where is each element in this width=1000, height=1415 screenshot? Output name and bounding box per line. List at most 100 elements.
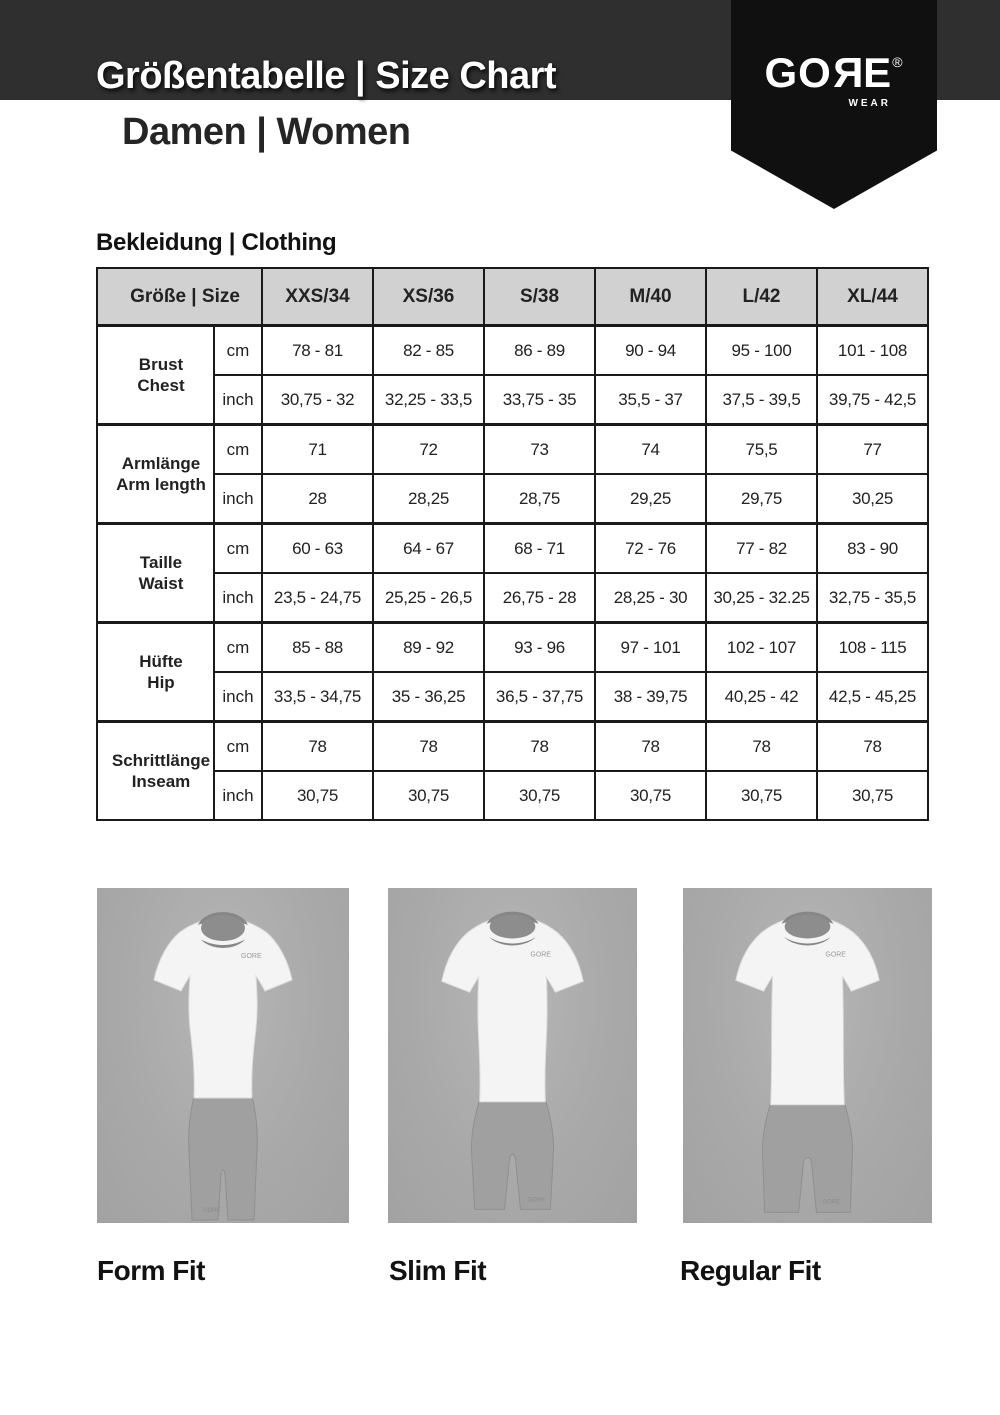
- value-cell: 35 - 36,25: [372, 671, 485, 723]
- fit-label-slim: Slim Fit: [389, 1255, 487, 1286]
- gore-wear-logo-badge: GORE® WEAR: [731, 0, 937, 209]
- measure-label-en: Arm length: [116, 475, 206, 494]
- value-cell: 42,5 - 45,25: [816, 671, 929, 723]
- value-cell: 32,25 - 33,5: [372, 374, 485, 426]
- logo-text-right: E: [863, 49, 893, 96]
- measure-label-chest: Brust Chest: [96, 324, 215, 426]
- value-cell: 101 - 108: [816, 324, 929, 376]
- value-cell: 25,25 - 26,5: [372, 572, 485, 624]
- value-cell: 93 - 96: [483, 621, 596, 673]
- value-cell: 77 - 82: [705, 522, 818, 574]
- fit-panel-slim: GORE GORE: [388, 888, 637, 1223]
- measure-label-en: Hip: [147, 673, 175, 692]
- value-cell: 30,25: [816, 473, 929, 525]
- measure-label-arm-length: Armlänge Arm length: [96, 423, 215, 525]
- logo-text-left: GO: [764, 49, 832, 96]
- value-cell: 32,75 - 35,5: [816, 572, 929, 624]
- measure-label-inseam: Schrittlänge Inseam: [96, 720, 215, 821]
- fit-label-regular: Regular Fit: [680, 1255, 821, 1286]
- value-cell: 28,25 - 30: [594, 572, 707, 624]
- value-cell: 78 - 81: [261, 324, 374, 376]
- size-col-header: L/42: [705, 267, 818, 327]
- table-row: Armlänge Arm length cm 71 72 73 74 75,5 …: [96, 423, 929, 525]
- value-cell: 68 - 71: [483, 522, 596, 574]
- value-cell: 26,75 - 28: [483, 572, 596, 624]
- fit-label-form: Form Fit: [97, 1255, 206, 1286]
- size-table: Größe | Size XXS/34 XS/36 S/38 M/40 L/42…: [96, 267, 929, 821]
- size-col-header: S/38: [483, 267, 596, 327]
- table-row: inch 28 28,25 28,75 29,25 29,75 30,25: [97, 473, 929, 525]
- measure-label-de: Armlänge: [121, 453, 201, 473]
- page-title: Größentabelle | Size Chart: [96, 55, 557, 97]
- fit-figure-form-fit: GORE GORE: [153, 912, 293, 1221]
- value-cell: 40,25 - 42: [705, 671, 818, 723]
- unit-cell: inch: [213, 572, 263, 624]
- size-col-header: XXS/34: [261, 267, 374, 327]
- unit-cell: inch: [213, 473, 263, 525]
- unit-cell: cm: [213, 621, 263, 673]
- measure-label-en: Inseam: [131, 772, 191, 791]
- garment-chest-logo: GORE: [241, 953, 262, 960]
- registered-trademark-icon: ®: [892, 54, 904, 70]
- size-table-header-row: Größe | Size XXS/34 XS/36 S/38 M/40 L/42…: [96, 267, 929, 327]
- value-cell: 33,75 - 35: [483, 374, 596, 426]
- unit-cell: cm: [213, 522, 263, 574]
- value-cell: 30,75: [261, 770, 374, 821]
- value-cell: 72 - 76: [594, 522, 707, 574]
- measure-label-en: Chest: [137, 376, 185, 395]
- table-row: inch 30,75 - 32 32,25 - 33,5 33,75 - 35 …: [97, 374, 929, 426]
- measure-label-de: Hüfte: [139, 651, 183, 671]
- value-cell: 23,5 - 24,75: [261, 572, 374, 624]
- logo-wordmark: GORE®: [731, 49, 937, 96]
- gore-wear-logo: GORE® WEAR: [731, 49, 937, 109]
- value-cell: 97 - 101: [594, 621, 707, 673]
- value-cell: 83 - 90: [816, 522, 929, 574]
- value-cell: 90 - 94: [594, 324, 707, 376]
- size-col-header: M/40: [594, 267, 707, 327]
- unit-cell: inch: [213, 374, 263, 426]
- value-cell: 36,5 - 37,75: [483, 671, 596, 723]
- size-table-corner-label: Größe | Size: [96, 267, 263, 327]
- garment-shorts-logo: GORE: [527, 1197, 545, 1203]
- value-cell: 102 - 107: [705, 621, 818, 673]
- value-cell: 30,75: [483, 770, 596, 821]
- measure-label-de: Schrittlänge: [111, 750, 211, 770]
- value-cell: 64 - 67: [372, 522, 485, 574]
- measure-label-de: Taille: [139, 552, 183, 572]
- value-cell: 30,75: [816, 770, 929, 821]
- value-cell: 33,5 - 34,75: [261, 671, 374, 723]
- measure-label-hip: Hüfte Hip: [96, 621, 215, 723]
- value-cell: 82 - 85: [372, 324, 485, 376]
- value-cell: 78: [372, 720, 485, 772]
- value-cell: 89 - 92: [372, 621, 485, 673]
- size-col-header: XS/36: [372, 267, 485, 327]
- garment-chest-logo: GORE: [825, 951, 846, 958]
- garment-shorts-logo: GORE: [822, 1199, 840, 1205]
- value-cell: 71: [261, 423, 374, 475]
- value-cell: 78: [705, 720, 818, 772]
- value-cell: 30,75 - 32: [261, 374, 374, 426]
- table-row: Taille Waist cm 60 - 63 64 - 67 68 - 71 …: [96, 522, 929, 624]
- table-row: inch 33,5 - 34,75 35 - 36,25 36,5 - 37,7…: [97, 671, 929, 723]
- value-cell: 30,75: [372, 770, 485, 821]
- value-cell: 29,25: [594, 473, 707, 525]
- unit-cell: inch: [213, 770, 263, 821]
- value-cell: 30,75: [594, 770, 707, 821]
- value-cell: 78: [816, 720, 929, 772]
- value-cell: 75,5: [705, 423, 818, 475]
- logo-wear-text: WEAR: [848, 98, 891, 109]
- fit-figure-regular-fit: GORE GORE: [735, 911, 880, 1213]
- garment-chest-logo: GORE: [530, 951, 551, 958]
- value-cell: 85 - 88: [261, 621, 374, 673]
- value-cell: 28: [261, 473, 374, 525]
- value-cell: 78: [261, 720, 374, 772]
- unit-cell: inch: [213, 671, 263, 723]
- measure-label-de: Brust: [138, 354, 184, 374]
- value-cell: 74: [594, 423, 707, 475]
- value-cell: 86 - 89: [483, 324, 596, 376]
- table-row: Brust Chest cm 78 - 81 82 - 85 86 - 89 9…: [96, 324, 929, 426]
- unit-cell: cm: [213, 720, 263, 772]
- size-col-header: XL/44: [816, 267, 929, 327]
- value-cell: 28,25: [372, 473, 485, 525]
